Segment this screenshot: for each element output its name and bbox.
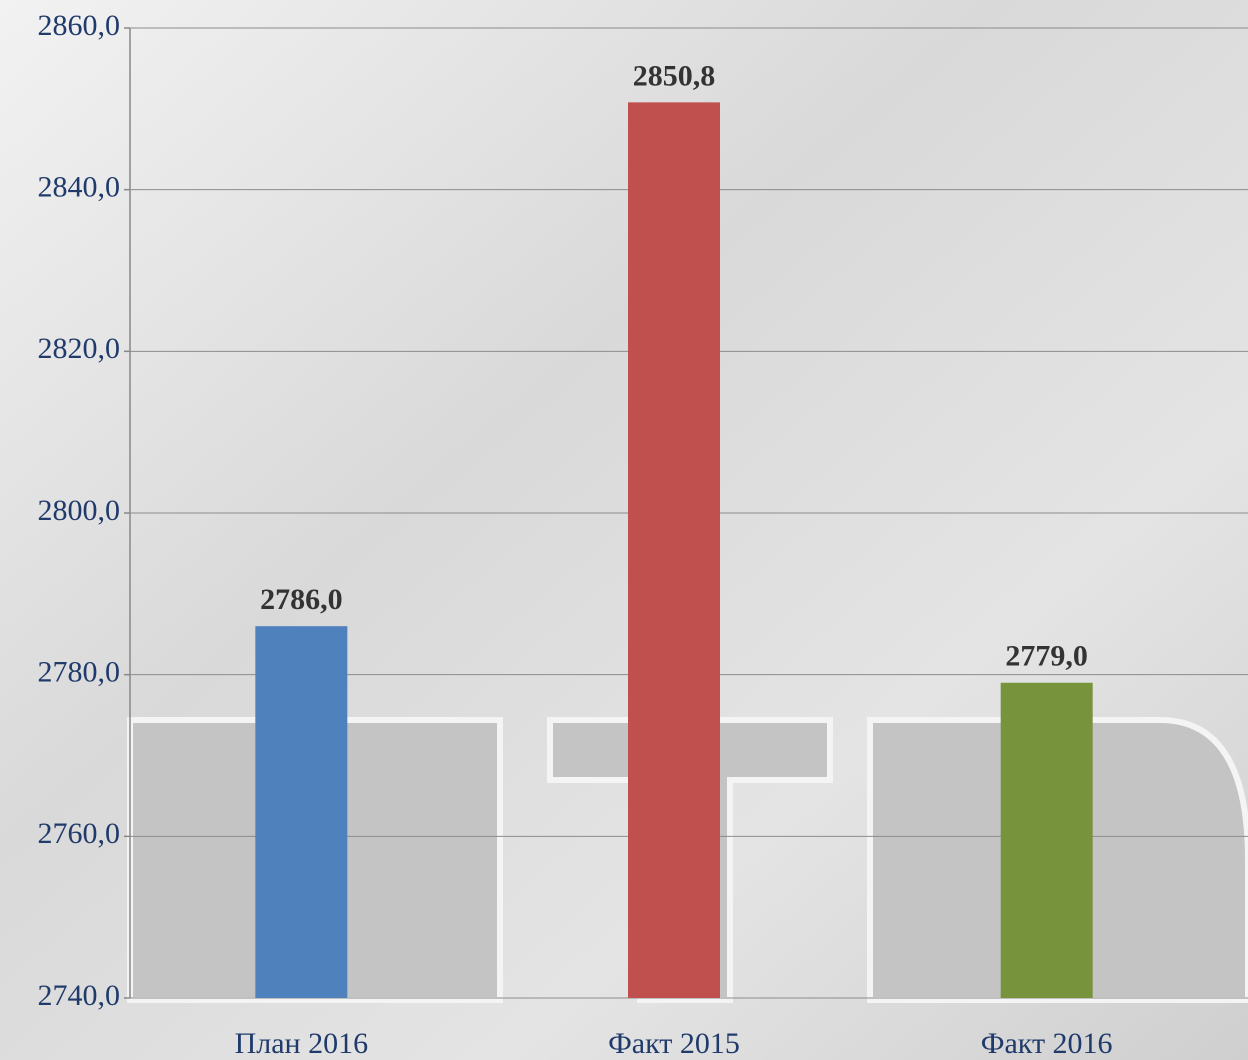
bar: [628, 102, 720, 998]
y-tick-label: 2840,0: [38, 171, 121, 204]
value-label: 2850,8: [633, 59, 716, 92]
bar: [255, 626, 348, 998]
y-tick-label: 2800,0: [38, 494, 121, 527]
y-tick-label: 2780,0: [38, 656, 121, 689]
value-label: 2779,0: [1005, 640, 1088, 673]
y-tick-label: 2860,0: [38, 9, 121, 42]
bar: [1000, 682, 1093, 998]
y-tick-label: 2760,0: [38, 817, 121, 850]
value-label: 2786,0: [260, 583, 343, 616]
y-tick-label: 2740,0: [38, 979, 121, 1012]
y-tick-label: 2820,0: [38, 332, 121, 365]
x-tick-label: Факт 2016: [981, 1027, 1113, 1060]
x-tick-label: План 2016: [235, 1027, 369, 1060]
x-tick-label: Факт 2015: [608, 1027, 740, 1060]
